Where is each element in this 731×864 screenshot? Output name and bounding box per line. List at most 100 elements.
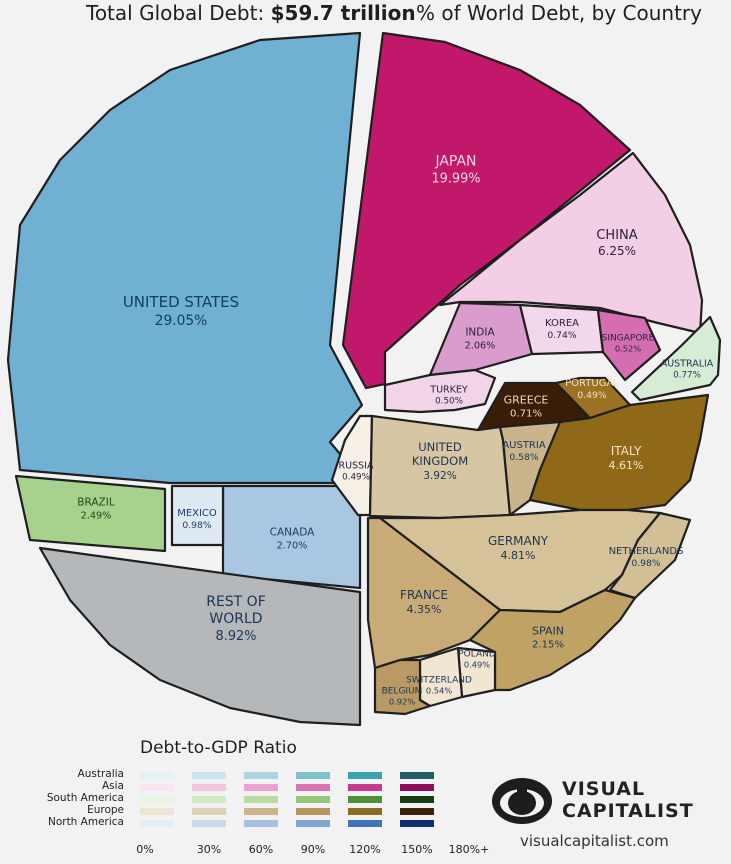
slice-belgium [373, 658, 432, 716]
slice-label-australia: AUSTRALIA [661, 358, 714, 369]
legend-swatch-north-america-0 [140, 820, 174, 827]
slice-value-china: 6.25% [598, 244, 636, 258]
chart-header: Total Global Debt: $59.7 trillion % of W… [0, 0, 731, 30]
slice-label-spain: SPAIN [532, 624, 564, 637]
slice-label-india: INDIA [465, 327, 495, 339]
legend-swatch-asia-1 [192, 784, 226, 791]
slice-singapore [596, 308, 662, 382]
legend-tick: 0% [136, 843, 154, 856]
slice-value-united-kingdom: 3.92% [423, 470, 457, 482]
slice-turkey [383, 368, 497, 414]
slice-value-greece: 0.71% [510, 409, 543, 420]
legend-tick: 60% [248, 843, 274, 856]
slice-france [366, 516, 502, 670]
legend-tick: 150% [401, 843, 433, 856]
slice-value-turkey: 0.50% [435, 397, 463, 407]
slice-value-austria: 0.58% [509, 452, 538, 463]
slice-value-portugal: 0.49% [577, 390, 606, 401]
legend-swatch-australia-0 [140, 772, 174, 779]
legend-swatch-south-america-3 [296, 796, 330, 803]
slice-value-united-states: 29.05% [155, 313, 208, 329]
chart-subtitle: % of World Debt, by Country [416, 1, 702, 25]
legend-swatch-south-america-0 [140, 796, 174, 803]
legend-swatch-north-america-1 [192, 820, 226, 827]
slice-value-brazil: 2.49% [81, 510, 112, 521]
slice-label-singapore: SINGAPORE [602, 334, 655, 344]
slice-value-italy: 4.61% [608, 459, 643, 472]
legend-swatch-australia-4 [348, 772, 382, 779]
legend-region-asia: Asia [101, 780, 124, 792]
slice-label-belgium: BELGIUM [382, 687, 423, 697]
slice-label-rest-of-world: REST OF [206, 594, 266, 610]
slice-value-germany: 4.81% [500, 549, 535, 562]
legend-swatch-australia-2 [244, 772, 278, 779]
legend-swatch-south-america-1 [192, 796, 226, 803]
pie-labels: UNITED STATES29.05%CANADA2.70%MEXICO0.98… [77, 154, 714, 707]
logo-url: visualcapitalist.com [520, 832, 669, 850]
legend-swatch-europe-3 [296, 808, 330, 815]
slice-spain [468, 588, 637, 692]
slice-mexico [170, 484, 225, 547]
legend-region-south-america: South America [46, 792, 124, 804]
legend-region-europe: Europe [87, 804, 124, 816]
slice-label-poland: POLAND [458, 650, 496, 660]
slice-label-russia: RUSSIA [339, 460, 374, 471]
legend-swatch-south-america-2 [244, 796, 278, 803]
logo-wordmark: VISUAL CAPITALIST [562, 778, 694, 822]
logo-line-2: CAPITALIST [562, 800, 694, 822]
logo-line-1: VISUAL [562, 778, 646, 800]
legend-tick: 30% [196, 843, 222, 856]
slice-rest-of-world [38, 546, 362, 727]
slice-label-canada: CANADA [270, 527, 315, 539]
slice-value-india: 2.06% [465, 340, 496, 351]
legend-swatch-asia-3 [296, 784, 330, 791]
slice-australia [630, 315, 722, 402]
legend-swatch-asia-2 [244, 784, 278, 791]
legend-swatch-asia-4 [348, 784, 382, 791]
slice-value-korea: 0.74% [547, 330, 576, 341]
slice-value-netherlands: 0.98% [631, 558, 660, 569]
legend-tick: 120% [349, 843, 381, 856]
slice-label-united-kingdom: UNITED [418, 440, 462, 454]
total-debt-title: Total Global Debt: $59.7 trillion [86, 1, 416, 25]
legend-swatch-north-america-4 [348, 820, 382, 827]
slice-label-brazil: BRAZIL [77, 497, 115, 509]
slice-value-russia: 0.49% [342, 473, 370, 483]
legend-swatch-europe-0 [140, 808, 174, 815]
slice-label-united-kingdom: KINGDOM [412, 454, 468, 468]
legend-tick: 90% [300, 843, 326, 856]
slice-india [428, 301, 534, 377]
slice-value-spain: 2.15% [532, 640, 565, 651]
slice-value-mexico: 0.98% [182, 520, 211, 531]
slice-label-italy: ITALY [611, 444, 642, 458]
legend-swatch-europe-1 [192, 808, 226, 815]
slice-value-rest-of-world: 8.92% [216, 629, 257, 644]
legend-swatch-south-america-5 [400, 796, 434, 803]
slice-label-china: CHINA [596, 228, 637, 243]
legend-swatch-north-america-2 [244, 820, 278, 827]
legend-region-north-america: North America [47, 816, 124, 828]
legend-tick: 180%+ [448, 843, 490, 856]
slice-value-france: 4.35% [406, 603, 441, 616]
slice-label-rest-of-world: WORLD [209, 611, 262, 627]
slice-label-portugal: PORTUGAL [565, 378, 619, 389]
legend-region-australia: Australia [77, 768, 124, 780]
visual-capitalist-logo-icon [492, 778, 552, 824]
slice-value-singapore: 0.52% [615, 343, 641, 353]
legend-swatch-europe-4 [348, 808, 382, 815]
slice-value-poland: 0.49% [464, 659, 490, 669]
pie-wedges [6, 31, 722, 727]
slice-label-germany: GERMANY [488, 534, 549, 548]
slice-label-turkey: TURKEY [429, 384, 468, 395]
slice-label-japan: JAPAN [434, 154, 476, 170]
slice-label-switzerland: SWITZERLAND [406, 676, 472, 686]
legend-swatch-north-america-5 [400, 820, 434, 827]
slice-label-korea: KOREA [545, 318, 579, 329]
slice-value-switzerland: 0.54% [426, 685, 452, 695]
legend-swatch-australia-5 [400, 772, 434, 779]
slice-label-austria: AUSTRIA [502, 440, 546, 451]
slice-value-australia: 0.77% [673, 371, 701, 381]
slice-value-canada: 2.70% [277, 540, 308, 551]
slice-china [438, 151, 704, 335]
